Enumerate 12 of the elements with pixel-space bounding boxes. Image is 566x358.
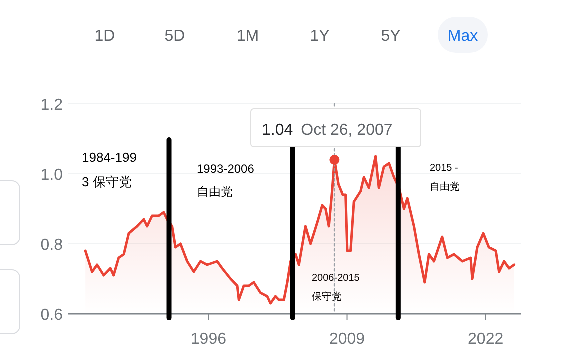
x-tick-label: 2022 bbox=[468, 331, 504, 348]
annotation: 1984-199 3 保守党 bbox=[82, 150, 137, 190]
y-tick-label: 0.6 bbox=[40, 307, 64, 324]
x-tick-label: 1996 bbox=[190, 331, 227, 348]
y-tick-label: 1.0 bbox=[40, 167, 64, 184]
annotation: 1.04 Oct 26, 2007 bbox=[262, 122, 393, 139]
x-tick-label: 2009 bbox=[329, 331, 366, 348]
y-tick-label: 0.8 bbox=[40, 237, 64, 254]
tooltip: 1.04 Oct 26, 2007 bbox=[250, 108, 422, 148]
annotation: 1993-2006 自由党 bbox=[197, 162, 255, 199]
annotation: 2015 - 自由党 bbox=[430, 163, 460, 193]
y-tick-label: 1.2 bbox=[40, 97, 64, 114]
